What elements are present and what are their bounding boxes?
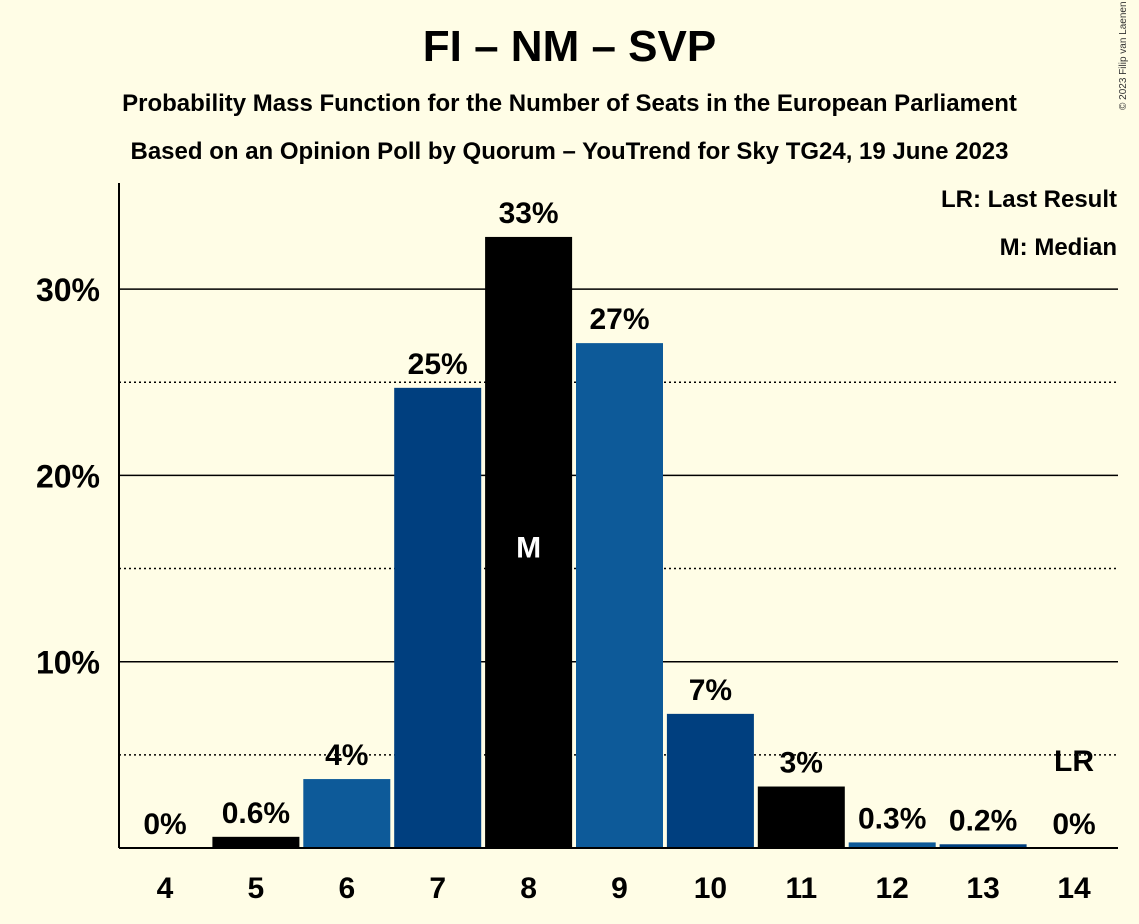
chart-subtitle: Probability Mass Function for the Number… [122, 90, 1017, 117]
bar-12 [848, 842, 936, 848]
data-label: 0% [1052, 808, 1095, 841]
data-label: 25% [408, 348, 468, 381]
data-label: 0% [143, 808, 186, 841]
legend-median: M: Median [999, 234, 1117, 261]
x-tick-label: 5 [248, 872, 265, 905]
data-label: 4% [325, 739, 368, 772]
x-tick-label: 7 [429, 872, 446, 905]
x-tick-label: 4 [157, 872, 174, 905]
x-tick-label: 9 [611, 872, 628, 905]
x-tick-label: 11 [785, 872, 817, 905]
bar-5 [212, 836, 300, 848]
bar-6 [303, 779, 391, 848]
bar-10 [666, 713, 754, 848]
last-result-marker: LR [1054, 745, 1094, 778]
bar-9 [576, 343, 663, 848]
legend-last-result: LR: Last Result [940, 186, 1117, 213]
chart-title: FI – NM – SVP [422, 22, 717, 71]
data-label: 27% [589, 303, 649, 336]
x-tick-label: 6 [338, 872, 355, 905]
data-label: 3% [780, 747, 823, 780]
x-tick-label: 10 [694, 872, 727, 905]
y-tick-label: 30% [36, 272, 100, 308]
chart-source: Based on an Opinion Poll by Quorum – You… [130, 138, 1009, 165]
y-tick-label: 10% [36, 645, 100, 681]
median-marker: M [516, 532, 541, 565]
data-label: 7% [689, 674, 732, 707]
x-tick-label: 13 [966, 872, 999, 905]
data-label: 0.6% [222, 797, 290, 830]
bar-11 [757, 786, 845, 848]
bar-8 [485, 236, 573, 848]
data-label: 33% [499, 197, 559, 230]
data-label: 0.2% [949, 804, 1017, 837]
y-tick-label: 20% [36, 458, 100, 494]
x-tick-label: 8 [520, 872, 537, 905]
x-tick-label: 14 [1057, 872, 1091, 905]
data-label: 0.3% [858, 802, 926, 835]
bar-13 [939, 844, 1027, 848]
x-tick-label: 12 [876, 872, 909, 905]
bar-7 [394, 387, 482, 848]
